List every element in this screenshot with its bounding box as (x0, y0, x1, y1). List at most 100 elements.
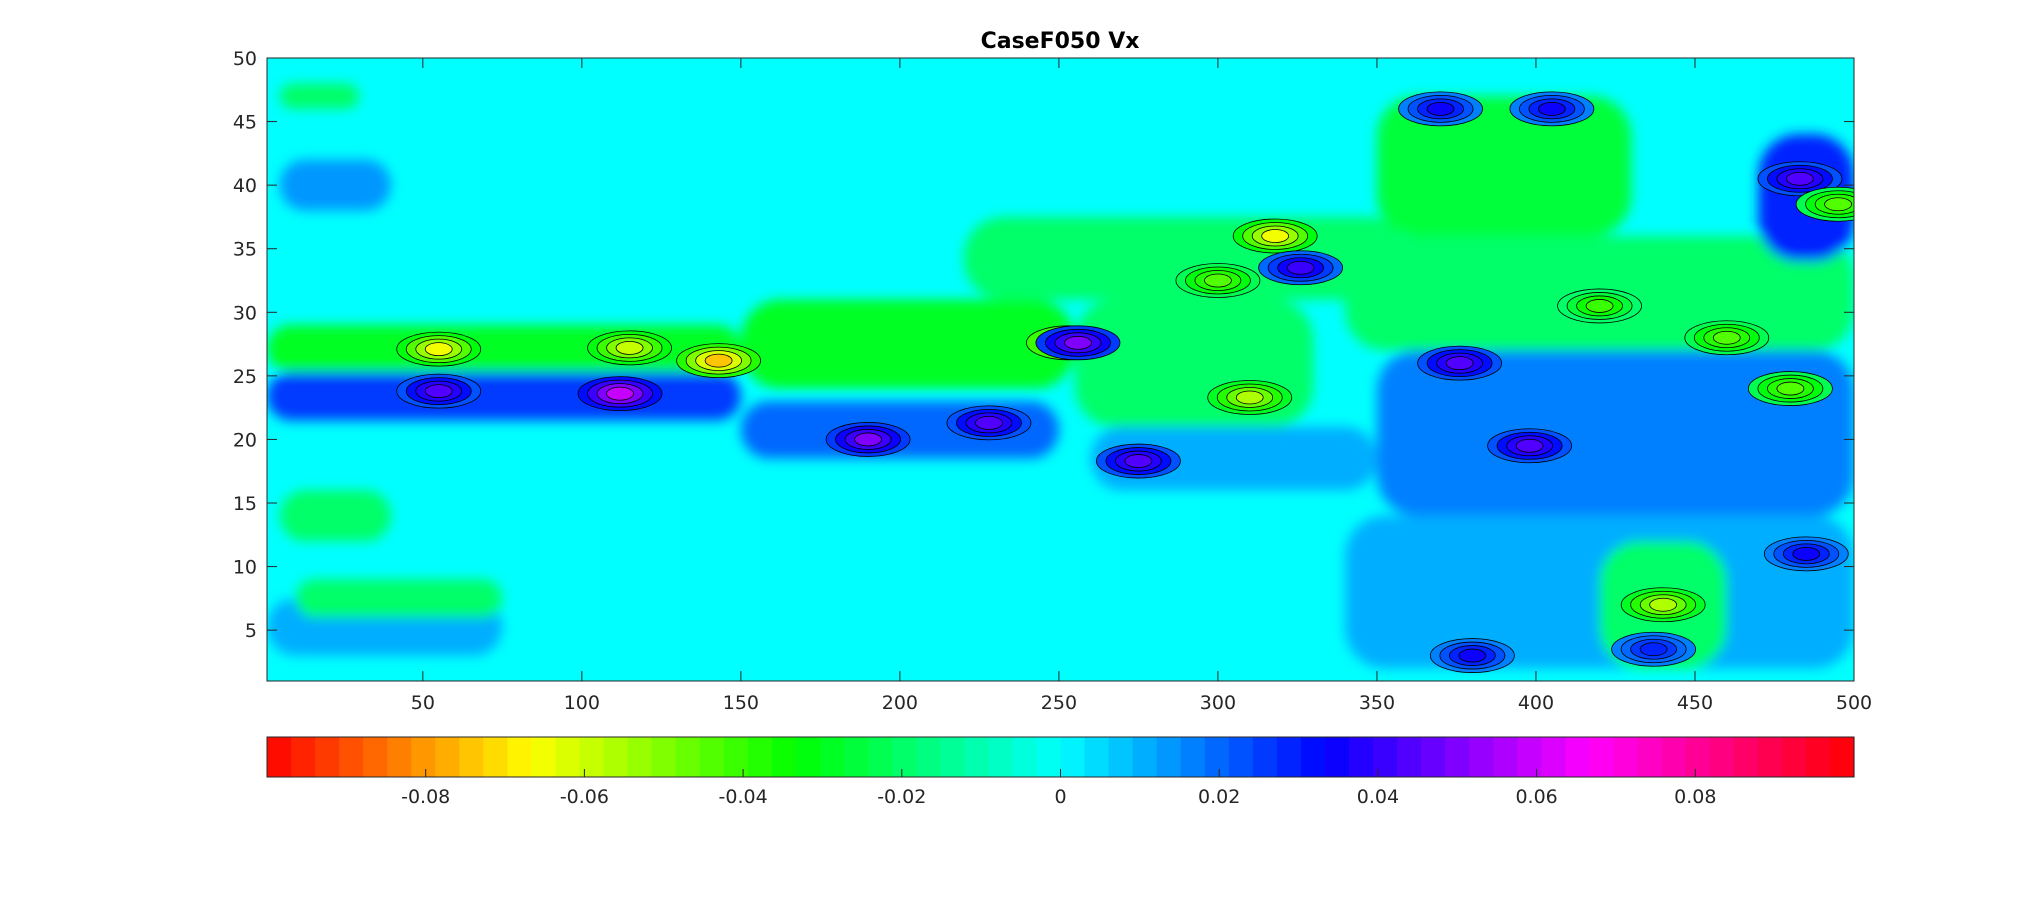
colorbar-swatch (1060, 737, 1086, 777)
colorbar-swatch (1325, 737, 1350, 777)
colorbar-swatch (1565, 737, 1591, 777)
colorbar-swatch (1228, 737, 1254, 777)
colorbar-swatch (1421, 737, 1446, 777)
contour-band (267, 372, 741, 421)
contour-feature (577, 376, 663, 412)
colorbar-swatch (531, 737, 557, 777)
contour-level (1235, 390, 1264, 405)
contour-level (1649, 597, 1678, 612)
contour-level (424, 384, 453, 399)
contour-feature (1747, 371, 1833, 406)
y-tick-label: 40 (233, 175, 257, 197)
colorbar-swatch (747, 737, 773, 777)
contour-feature (587, 330, 672, 366)
contour-band (1376, 350, 1854, 516)
colorbar-swatch (844, 737, 869, 777)
contour-band (279, 490, 392, 542)
colorbar-swatch (988, 737, 1014, 777)
colorbar (267, 737, 1855, 777)
contour-level (1786, 171, 1814, 186)
contour-level (704, 353, 733, 368)
x-tick-label: 300 (1200, 692, 1236, 714)
colorbar-swatch (267, 737, 292, 777)
contour-level (1585, 299, 1614, 313)
plot-frame (266, 57, 1855, 682)
x-tick-label: 400 (1518, 692, 1554, 714)
contour-level (1445, 356, 1474, 371)
colorbar-swatch (1300, 737, 1326, 777)
contour-feature (1684, 320, 1770, 356)
colorbar-swatch (1156, 737, 1182, 777)
contour-feature (1232, 218, 1318, 254)
colorbar-axis: -0.08 -0.06 -0.04 -0.02 0 0.02 0.04 0.06 0.08 (401, 769, 1716, 808)
contour-features (396, 91, 1854, 673)
colorbar-swatch (1709, 737, 1735, 777)
colorbar-swatch (363, 737, 388, 777)
colorbar-swatch (1493, 737, 1518, 777)
colorbar-swatch (1661, 737, 1687, 777)
contour-feature (396, 373, 482, 409)
colorbar-swatch (291, 737, 316, 777)
colorbar-swatch (651, 737, 677, 777)
colorbar-swatch (1757, 737, 1783, 777)
contour-level (1712, 330, 1741, 345)
contour-feature (1620, 587, 1706, 623)
x-tick-label: 100 (564, 692, 600, 714)
colorbar-swatch (1204, 737, 1230, 777)
y-tick-label: 20 (233, 429, 257, 451)
chart-title: CaseF050 Vx (981, 29, 1140, 54)
x-tick-label: 450 (1677, 692, 1713, 714)
colorbar-swatch (916, 737, 941, 777)
colorbar-swatch (1781, 737, 1807, 777)
contour-feature (1795, 186, 1854, 222)
y-tick-label: 50 (233, 48, 257, 70)
y-tick-label: 45 (233, 112, 257, 134)
colorbar-swatch (627, 737, 653, 777)
contour-band (740, 299, 1075, 389)
contour-level (1286, 260, 1315, 275)
contour-feature (1207, 380, 1293, 415)
contour-level (1776, 381, 1805, 396)
contour-level (1064, 335, 1092, 350)
colorbar-swatch (315, 737, 340, 777)
colorbar-swatch (1805, 737, 1831, 777)
x-tick-label: 50 (411, 692, 435, 714)
contour-band (279, 83, 360, 109)
y-tick-label: 25 (233, 366, 257, 388)
colorbar-swatch (1132, 737, 1158, 777)
colorbar-swatch (1036, 737, 1062, 777)
contour-level (1458, 648, 1487, 663)
colorbar-swatch (411, 737, 436, 777)
colorbar-swatch (387, 737, 412, 777)
contour-level (1639, 642, 1668, 657)
y-axis: 5 10 15 20 25 30 35 40 45 50 (233, 48, 1854, 642)
contour-feature (1398, 91, 1483, 127)
y-tick-label: 5 (245, 620, 257, 642)
x-tick-label: 350 (1359, 692, 1395, 714)
x-tick-label: 500 (1836, 692, 1872, 714)
contour-level (1261, 229, 1290, 243)
colorbar-tick-label: 0.04 (1357, 786, 1399, 808)
colorbar-swatch (1349, 737, 1374, 777)
contour-feature (1417, 345, 1503, 381)
colorbar-swatch (796, 737, 821, 777)
contour-feature (396, 331, 482, 367)
colorbar-swatch (868, 737, 893, 777)
colorbar-swatch (1637, 737, 1663, 777)
colorbar-swatch (699, 737, 725, 777)
y-tick-label: 15 (233, 493, 257, 515)
contour-feature (1175, 263, 1261, 298)
contour-feature (1757, 161, 1843, 197)
colorbar-swatch (940, 737, 965, 777)
x-tick-label: 250 (1041, 692, 1077, 714)
contour-level (1204, 273, 1232, 288)
colorbar-tick-label: -0.06 (560, 786, 609, 808)
contour-band (295, 579, 503, 618)
colorbar-swatch (1373, 737, 1398, 777)
x-axis: 50 100 150 200 250 300 350 400 450 500 (411, 58, 1872, 714)
plot-area (267, 58, 1854, 681)
colorbar-swatch (1589, 737, 1615, 777)
contour-level (615, 340, 644, 355)
contour-feature (1557, 288, 1642, 324)
